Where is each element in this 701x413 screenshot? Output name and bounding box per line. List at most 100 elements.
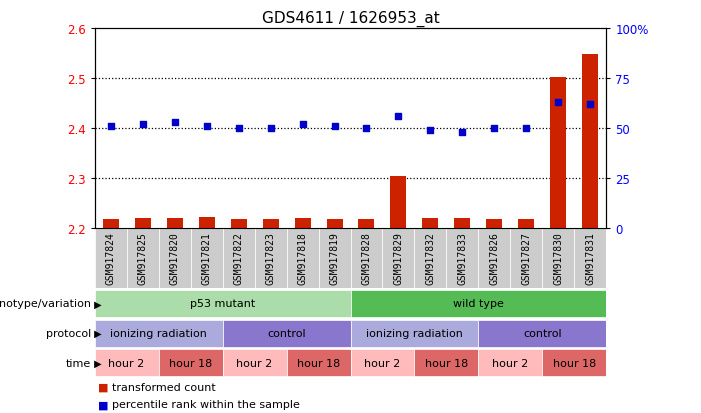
Point xyxy=(425,128,436,134)
Point xyxy=(553,100,564,106)
Point xyxy=(521,126,532,132)
Bar xyxy=(223,320,350,347)
Point xyxy=(457,130,468,136)
Bar xyxy=(223,229,254,289)
Bar xyxy=(478,350,543,376)
Text: GSM917828: GSM917828 xyxy=(362,232,372,285)
Text: p53 mutant: p53 mutant xyxy=(190,299,255,309)
Bar xyxy=(167,219,182,229)
Point xyxy=(105,123,116,130)
Bar xyxy=(350,229,383,289)
Point xyxy=(585,102,596,108)
Bar xyxy=(519,220,534,229)
Text: ■: ■ xyxy=(98,382,109,392)
Text: GSM917832: GSM917832 xyxy=(426,232,435,285)
Bar xyxy=(127,229,158,289)
Bar xyxy=(350,350,414,376)
Text: percentile rank within the sample: percentile rank within the sample xyxy=(112,399,300,409)
Bar xyxy=(102,220,118,229)
Bar xyxy=(350,290,606,317)
Point xyxy=(201,123,212,130)
Bar xyxy=(423,219,438,229)
Text: ionizing radiation: ionizing radiation xyxy=(366,328,463,338)
Bar xyxy=(158,229,191,289)
Bar xyxy=(390,176,407,229)
Text: GSM917831: GSM917831 xyxy=(585,232,595,285)
Bar xyxy=(191,229,223,289)
Bar xyxy=(447,229,478,289)
Text: GSM917821: GSM917821 xyxy=(202,232,212,285)
Text: GSM917830: GSM917830 xyxy=(553,232,564,285)
Text: hour 18: hour 18 xyxy=(297,358,340,368)
Bar xyxy=(231,220,247,229)
Bar xyxy=(287,350,350,376)
Point xyxy=(137,121,148,128)
Bar xyxy=(158,350,223,376)
Bar xyxy=(478,229,510,289)
Bar xyxy=(350,320,478,347)
Text: GDS4611 / 1626953_at: GDS4611 / 1626953_at xyxy=(261,10,440,26)
Text: ▶: ▶ xyxy=(91,299,102,309)
Bar xyxy=(223,350,287,376)
Bar xyxy=(358,220,374,229)
Text: GSM917833: GSM917833 xyxy=(458,232,468,285)
Bar xyxy=(574,229,606,289)
Text: GSM917818: GSM917818 xyxy=(297,232,308,285)
Bar xyxy=(510,229,543,289)
Bar xyxy=(135,218,151,229)
Bar xyxy=(95,229,127,289)
Bar xyxy=(478,320,606,347)
Point xyxy=(393,114,404,120)
Text: genotype/variation: genotype/variation xyxy=(0,299,91,309)
Bar xyxy=(486,219,503,229)
Text: control: control xyxy=(267,328,306,338)
Text: GSM917825: GSM917825 xyxy=(137,232,148,285)
Bar xyxy=(414,350,478,376)
Text: ionizing radiation: ionizing radiation xyxy=(110,328,207,338)
Text: hour 2: hour 2 xyxy=(109,358,144,368)
Text: hour 2: hour 2 xyxy=(492,358,529,368)
Text: ▶: ▶ xyxy=(91,358,102,368)
Text: hour 2: hour 2 xyxy=(236,358,273,368)
Text: ▶: ▶ xyxy=(91,328,102,338)
Text: GSM917820: GSM917820 xyxy=(170,232,179,285)
Text: control: control xyxy=(523,328,562,338)
Point xyxy=(297,121,308,128)
Text: GSM917827: GSM917827 xyxy=(522,232,531,285)
Text: time: time xyxy=(66,358,91,368)
Bar xyxy=(254,229,287,289)
Text: protocol: protocol xyxy=(46,328,91,338)
Bar xyxy=(383,229,414,289)
Bar xyxy=(543,229,574,289)
Text: GSM917829: GSM917829 xyxy=(393,232,404,285)
Text: GSM917826: GSM917826 xyxy=(489,232,499,285)
Bar xyxy=(550,78,566,229)
Text: GSM917819: GSM917819 xyxy=(329,232,339,285)
Bar xyxy=(414,229,447,289)
Text: hour 2: hour 2 xyxy=(365,358,400,368)
Point xyxy=(233,126,244,132)
Bar xyxy=(543,350,606,376)
Text: ■: ■ xyxy=(98,399,109,409)
Bar xyxy=(95,320,223,347)
Text: transformed count: transformed count xyxy=(112,382,216,392)
Text: hour 18: hour 18 xyxy=(553,358,596,368)
Bar xyxy=(294,219,311,229)
Point xyxy=(329,123,340,130)
Point xyxy=(361,126,372,132)
Text: GSM917823: GSM917823 xyxy=(266,232,275,285)
Point xyxy=(489,126,500,132)
Text: hour 18: hour 18 xyxy=(425,358,468,368)
Bar xyxy=(263,220,278,229)
Text: wild type: wild type xyxy=(453,299,504,309)
Bar xyxy=(95,290,350,317)
Bar xyxy=(287,229,318,289)
Text: GSM917824: GSM917824 xyxy=(106,232,116,285)
Bar xyxy=(318,229,350,289)
Text: GSM917822: GSM917822 xyxy=(233,232,243,285)
Bar xyxy=(583,55,599,229)
Text: hour 18: hour 18 xyxy=(169,358,212,368)
Point xyxy=(169,119,180,126)
Bar xyxy=(95,350,158,376)
Bar xyxy=(454,219,470,229)
